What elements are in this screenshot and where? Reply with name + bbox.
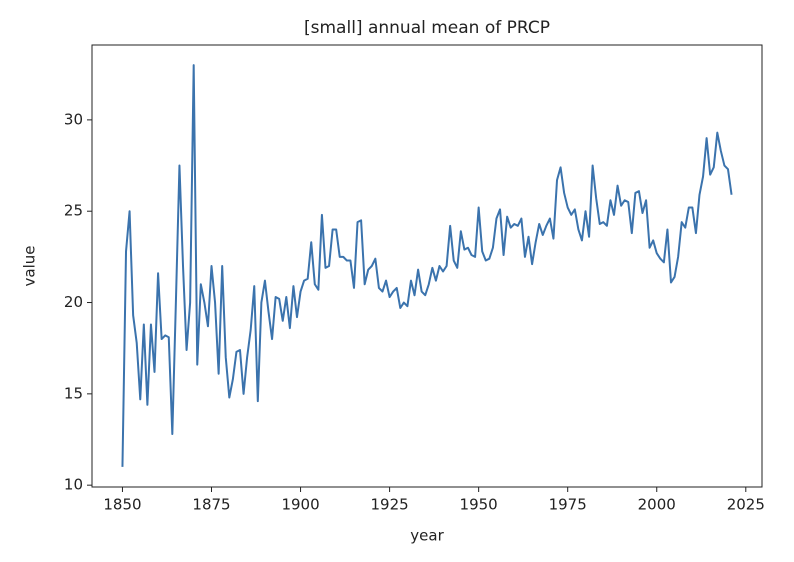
y-tick-label: 15 bbox=[64, 384, 83, 402]
data-line bbox=[121, 64, 733, 467]
x-axis-label: year bbox=[410, 527, 444, 545]
x-tick-label: 1850 bbox=[103, 496, 141, 514]
y-axis-label: value bbox=[21, 246, 39, 287]
x-tick-label: 1975 bbox=[549, 496, 587, 514]
x-tick-label: 1900 bbox=[281, 496, 319, 514]
x-tick-label: 1950 bbox=[460, 496, 498, 514]
x-tick-label: 2000 bbox=[638, 496, 676, 514]
y-tick-label: 20 bbox=[64, 293, 83, 311]
axes-frame bbox=[91, 44, 763, 488]
x-tick-label: 1875 bbox=[192, 496, 230, 514]
x-tick-label: 1925 bbox=[371, 496, 409, 514]
y-tick-label: 25 bbox=[64, 202, 83, 220]
y-tick-label: 30 bbox=[64, 110, 83, 128]
x-tick-label: 2025 bbox=[727, 496, 765, 514]
y-tick-label: 10 bbox=[64, 476, 83, 494]
chart-title: [small] annual mean of PRCP bbox=[304, 18, 550, 38]
